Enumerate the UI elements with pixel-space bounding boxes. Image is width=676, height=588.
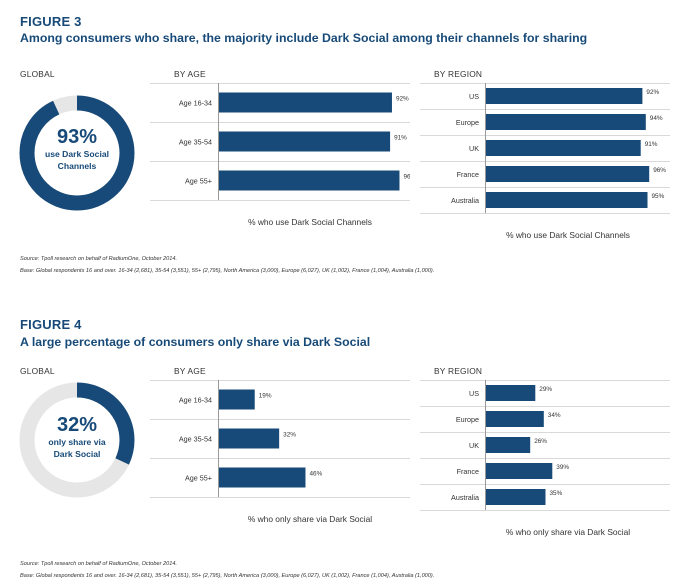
bar [486,385,536,401]
bar [219,428,280,449]
figure-4-donut-line2: Dark Social [53,449,101,459]
figure-4-region-chart: US 29% Europe 34% UK 26% France 39% Australia 35%… [420,380,670,540]
value-label: 35% [550,490,563,497]
bar [219,131,391,152]
figure-4-source: Source: Tpoll research on behalf of Radi… [20,561,178,567]
x-axis-label: % who use Dark Social Channels [248,217,372,227]
figure-3-base: Base: Global respondents 16 and over. 16… [20,268,435,274]
bar [486,114,646,130]
category-label: Australia [451,493,479,502]
bar [486,166,650,182]
figure-3-source: Source: Tpoll research on behalf of Radi… [20,256,178,262]
figure-3-title: Among consumers who share, the majority … [20,31,588,45]
figure-3-donut-line1: use Dark Social [44,149,109,159]
category-label: Age 55+ [185,177,212,186]
value-label: 26% [534,438,547,445]
category-label: US [469,92,479,101]
category-label: UK [469,441,479,450]
bar [486,192,648,208]
figure-3-region-label: BY REGION [434,69,483,79]
figure-4-donut [19,382,135,498]
value-label: 19% [259,393,272,400]
figure-4-title: A large percentage of consumers only sha… [20,335,371,349]
figure-3-age-label: BY AGE [174,69,206,79]
figure-4-donut-text: 32% only share via Dark Social [18,414,136,460]
value-label: 96% [403,174,410,181]
bar [219,467,306,488]
figure-4-region-label: BY REGION [434,366,483,376]
category-label: Australia [451,196,479,205]
bar [219,92,392,113]
value-label: 92% [646,89,659,96]
x-axis-label: % who only share via Dark Social [248,514,372,524]
category-label: Age 16-34 [179,396,212,405]
figure-4-label: FIGURE 4 [20,317,82,332]
bar [486,437,531,453]
bar [486,463,553,479]
figure-3-global-label: GLOBAL [20,69,55,79]
x-axis-label: % who only share via Dark Social [506,527,630,537]
category-label: Europe [456,118,479,127]
value-label: 96% [653,167,666,174]
figure-3-donut-text: 93% use Dark Social Channels [18,126,136,172]
value-label: 94% [650,115,663,122]
value-label: 39% [556,464,569,471]
figure-3-label: FIGURE 3 [20,14,82,29]
category-label: Age 35-54 [179,435,212,444]
value-label: 95% [652,193,665,200]
value-label: 46% [309,471,322,478]
value-label: 91% [645,141,658,148]
donut-slice [19,382,135,498]
value-label: 92% [396,96,409,103]
figure-4-donut-percent: 32% [56,414,98,436]
donut-slice [19,95,135,211]
bar [219,170,400,191]
bar [486,489,546,505]
bar [486,88,643,104]
figure-4-age-chart: Age 16-34 19% Age 35-54 32% Age 55+ 46% % who … [150,380,410,540]
figure-4-age-label: BY AGE [174,366,206,376]
figure-3-donut-line2: Channels [57,161,97,171]
category-label: France [457,467,479,476]
category-label: Age 55+ [185,474,212,483]
value-label: 34% [548,412,561,419]
category-label: France [457,170,479,179]
x-axis-label: % who use Dark Social Channels [506,230,630,240]
value-label: 32% [283,432,296,439]
value-label: 91% [394,135,407,142]
bar [486,140,641,156]
figure-3-donut-percent: 93% [56,126,98,148]
category-label: Age 35-54 [179,138,212,147]
figure-4-base: Base: Global respondents 16 and over. 16… [20,573,435,579]
bar [486,411,544,427]
figure-3-donut [19,95,135,211]
figure-4-donut-line1: only share via [48,437,106,447]
figure-4-global-label: GLOBAL [20,366,55,376]
figure-3: FIGURE 3 Among consumers who share, the … [0,0,676,290]
value-label: 29% [539,386,552,393]
category-label: US [469,389,479,398]
category-label: Europe [456,415,479,424]
figure-3-age-chart: Age 16-34 92% Age 35-54 91% Age 55+ 96% % who … [150,83,410,243]
category-label: UK [469,144,479,153]
category-label: Age 16-34 [179,99,212,108]
figure-3-region-chart: US 92% Europe 94% UK 91% France 96% Australia 95%… [420,83,670,243]
bar [219,389,255,410]
